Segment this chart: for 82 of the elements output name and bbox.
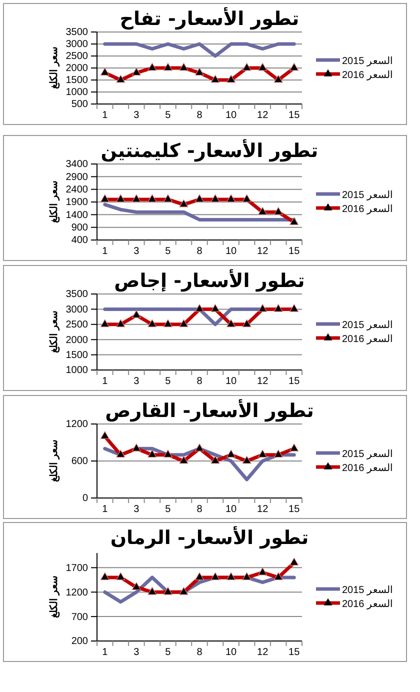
x-tick-label: 5	[165, 110, 172, 121]
x-tick-label: 15	[288, 504, 300, 515]
x-tick-label: 12	[257, 647, 269, 658]
x-tick-label: 15	[288, 246, 300, 257]
x-tick-label: 12	[257, 504, 269, 515]
x-tick-label: 1	[102, 376, 108, 387]
y-tick-label: 600	[71, 456, 88, 468]
y-tick-label: 3400	[66, 159, 88, 170]
x-tick-label: 15	[288, 110, 300, 121]
x-tick-label: 12	[257, 246, 269, 257]
legend-label: السعر 2015	[342, 585, 394, 596]
x-tick-label: 3	[134, 647, 140, 658]
y-tick-label: 1000	[66, 365, 88, 376]
chart-title: تطور الأسعار- الرمان	[110, 526, 309, 549]
x-tick-label: 10	[225, 647, 238, 658]
y-tick-label: 900	[71, 222, 88, 234]
x-tick-label: 3	[134, 376, 140, 387]
y-tick-label: 700	[71, 612, 88, 623]
x-tick-label: 5	[165, 246, 172, 257]
chart-title: تطور الأسعار- القارص	[105, 399, 314, 422]
y-tick-label: 1400	[66, 210, 88, 221]
y-axis-title: سعر الكلغ	[49, 576, 60, 618]
legend-label: السعر 2015	[342, 320, 394, 331]
y-tick-label: 3500	[66, 27, 88, 38]
y-tick-label: 1900	[66, 197, 88, 208]
y-tick-label: 3000	[66, 39, 88, 50]
y-tick-label: 2400	[66, 184, 88, 196]
chart-title: تطور الأسعار- إجاص	[114, 269, 305, 292]
y-tick-label: 3000	[66, 304, 88, 316]
y-tick-label: 0	[82, 493, 88, 504]
y-axis-title: سعر الكلغ	[49, 181, 60, 223]
legend-label: السعر 2015	[342, 56, 394, 67]
y-axis-title: سعر الكلغ	[49, 47, 60, 89]
x-tick-label: 12	[257, 110, 269, 121]
y-tick-label: 1200	[66, 419, 88, 430]
legend-label: السعر 2015	[342, 190, 394, 201]
x-tick-label: 1	[102, 110, 108, 121]
x-tick-label: 10	[225, 504, 238, 515]
y-axis-title: سعر الكلغ	[49, 440, 60, 482]
x-tick-label: 8	[196, 110, 203, 121]
x-tick-label: 8	[196, 376, 203, 387]
x-tick-label: 8	[196, 246, 203, 257]
x-tick-label: 3	[134, 504, 140, 515]
y-tick-label: 500	[71, 99, 88, 110]
y-tick-label: 3500	[66, 289, 88, 300]
x-tick-label: 15	[288, 647, 300, 658]
legend-label: السعر 2016	[342, 599, 394, 610]
y-tick-label: 2000	[66, 63, 88, 74]
x-tick-label: 12	[257, 376, 269, 387]
y-tick-label: 400	[71, 235, 88, 246]
y-tick-label: 1500	[66, 350, 88, 361]
y-tick-label: 200	[71, 636, 88, 648]
x-tick-label: 10	[225, 246, 238, 257]
y-tick-label: 2900	[66, 172, 88, 183]
x-tick-label: 3	[134, 110, 140, 121]
x-tick-label: 1	[102, 504, 108, 515]
y-tick-label: 2000	[66, 334, 88, 346]
x-tick-label: 10	[225, 110, 238, 121]
legend-label: السعر 2015	[342, 449, 394, 460]
legend-label: السعر 2016	[342, 334, 394, 345]
x-tick-label: 3	[134, 246, 140, 257]
x-tick-label: 5	[165, 376, 172, 387]
chart-title: تطور الأسعار- تفاح	[120, 7, 300, 30]
y-axis-title: سعر الكلغ	[49, 311, 60, 353]
y-tick-label: 1200	[66, 587, 88, 598]
chart-title: تطور الأسعار- كليمنتين	[100, 139, 318, 162]
x-tick-label: 1	[102, 647, 108, 658]
y-tick-label: 2500	[66, 51, 88, 62]
x-tick-label: 15	[288, 376, 300, 387]
y-tick-label: 1700	[66, 562, 88, 574]
y-tick-label: 2500	[66, 320, 88, 331]
x-tick-label: 5	[165, 504, 172, 515]
legend-label: السعر 2016	[342, 463, 394, 474]
x-tick-label: 10	[225, 376, 238, 387]
x-tick-label: 1	[102, 246, 108, 257]
x-tick-label: 8	[196, 647, 203, 658]
y-tick-label: 1000	[66, 87, 88, 98]
x-tick-label: 5	[165, 647, 172, 658]
y-tick-label: 1500	[66, 75, 88, 86]
legend-label: السعر 2016	[342, 70, 394, 81]
x-tick-label: 8	[196, 504, 203, 515]
legend-label: السعر 2016	[342, 204, 394, 215]
